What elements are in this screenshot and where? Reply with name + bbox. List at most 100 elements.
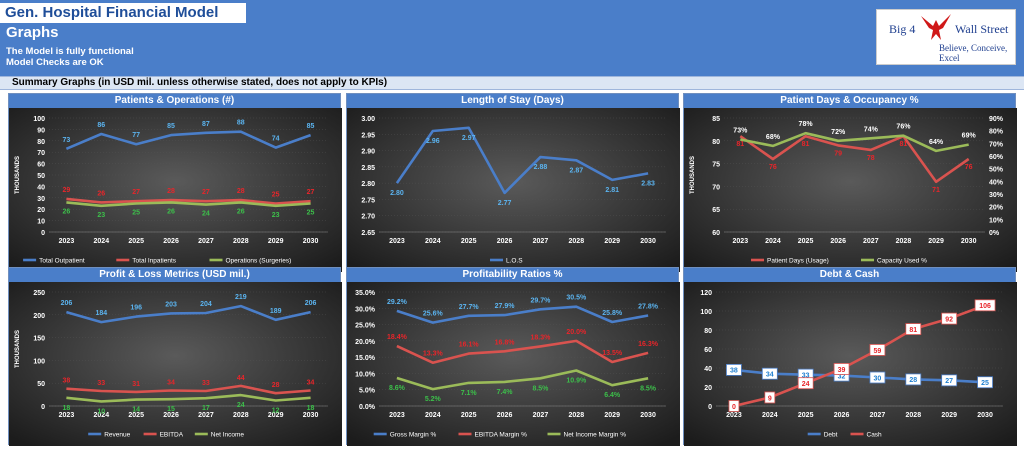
data-label: 5.2% [425, 396, 442, 403]
x-tick-label: 2025 [461, 238, 477, 245]
y-tick-label: 150 [33, 336, 45, 343]
legend-label: Patient Days (Usage) [767, 258, 829, 265]
data-label-box [761, 367, 778, 380]
data-label: 26 [97, 190, 105, 197]
data-label: 2.83 [641, 180, 655, 187]
data-label: 86 [97, 122, 105, 129]
chart-title: Profitability Ratios % [347, 268, 678, 282]
data-label: 18 [307, 405, 315, 412]
x-tick-label: 2025 [798, 412, 814, 419]
y2-tick-label: 20% [989, 205, 1004, 212]
y-tick-label: 60 [704, 347, 712, 354]
x-tick-label: 2024 [765, 238, 781, 245]
x-tick-label: 2026 [497, 412, 513, 419]
y-tick-label: 70 [712, 184, 720, 191]
data-label: 76 [769, 164, 777, 171]
x-tick-label: 2028 [569, 412, 585, 419]
data-label: 23 [272, 212, 280, 219]
legend-label: Net Income [211, 432, 245, 439]
data-label: 34 [766, 372, 774, 379]
y-tick-label: 3.00 [361, 116, 375, 123]
data-label: 27 [945, 378, 953, 385]
legend-label: Total Outpatient [39, 258, 85, 265]
legend-label: Net Income Margin % [564, 432, 627, 439]
logo-tagline: Believe, Conceive, Excel [939, 43, 1008, 63]
legend-label: Total Inpatients [132, 258, 176, 265]
y-axis-label: THOUSANDS [15, 156, 21, 194]
data-label: 85 [307, 123, 315, 130]
data-label: 184 [95, 310, 107, 317]
x-tick-label: 2028 [906, 412, 922, 419]
x-tick-label: 2023 [389, 412, 405, 419]
x-tick-label: 2024 [94, 412, 110, 419]
y2-tick-label: 0% [989, 230, 1000, 237]
data-label: 27 [202, 189, 210, 196]
chart-debt-cash: 0 20 40 60 80 100 120 2023 2024 2025 2026 2027 2028 2… [684, 282, 1017, 446]
logo-text-right: Wall Street [955, 22, 1009, 36]
data-label: 33 [202, 380, 210, 387]
data-label: 204 [200, 301, 212, 308]
legend-label: EBITDA [160, 432, 184, 439]
panel-profitability-ratios: Profitability Ratios % 0.0% 5.0% 10.0% 15.0… [346, 267, 680, 446]
x-tick-label: 2029 [268, 238, 284, 245]
data-label: 2.77 [498, 200, 512, 207]
data-label: 29.2% [387, 299, 408, 306]
data-label: 27 [307, 189, 315, 196]
x-tick-label: 2025 [461, 412, 477, 419]
x-tick-label: 2027 [198, 412, 214, 419]
plot-background [9, 282, 342, 446]
y2-tick-label: 10% [989, 217, 1004, 224]
data-label: 9 [768, 395, 772, 402]
data-label: 26 [167, 208, 175, 215]
y-tick-label: 20 [704, 385, 712, 392]
x-tick-label: 2023 [59, 238, 75, 245]
x-tick-label: 2026 [830, 238, 846, 245]
y-tick-label: 80 [712, 139, 720, 146]
data-label-box [764, 391, 776, 404]
data-label: 26 [237, 208, 245, 215]
data-label: 78% [799, 121, 814, 128]
logo-text-left: Big 4 [889, 22, 916, 36]
data-label: 92 [945, 316, 953, 323]
data-label: 44 [237, 375, 245, 382]
plot-background [9, 108, 342, 272]
y-tick-label: 2.95 [361, 132, 375, 139]
data-label: 206 [305, 300, 317, 307]
y2-tick-label: 30% [989, 192, 1004, 199]
y2-tick-label: 90% [989, 116, 1004, 123]
series-line-total-inpatients [66, 197, 311, 205]
y-tick-label: 80 [37, 139, 45, 146]
data-label: 106 [979, 303, 991, 310]
plot-background [347, 108, 680, 272]
x-tick-label: 2027 [533, 412, 549, 419]
y-tick-label: 200 [33, 313, 45, 320]
y-tick-label: 2.65 [361, 230, 375, 237]
y-tick-label: 60 [712, 230, 720, 237]
data-label: 69% [962, 133, 977, 140]
y-tick-label: 2.80 [361, 181, 375, 188]
chart-title: Profit & Loss Metrics (USD mil.) [9, 268, 340, 282]
data-label-box [797, 377, 814, 390]
y-tick-label: 0.0% [359, 404, 376, 411]
y-tick-label: 15.0% [355, 355, 376, 362]
y-tick-label: 60 [37, 162, 45, 169]
x-tick-label: 2028 [233, 412, 249, 419]
data-label: 20.0% [566, 329, 587, 336]
data-label: 81 [909, 327, 917, 334]
panel-patient-days-occupancy: Patient Days & Occupancy % 60 65 70 75 80 85 0… [683, 93, 1017, 272]
data-label: 32 [838, 373, 846, 380]
x-tick-label: 2025 [798, 238, 814, 245]
series-line-gross-margin- [396, 305, 649, 324]
data-label: 27.8% [638, 303, 659, 310]
data-label: 7.4% [497, 389, 514, 396]
y2-tick-label: 40% [989, 179, 1004, 186]
data-label-box [974, 299, 996, 312]
y-tick-label: 90 [37, 127, 45, 134]
data-label: 81 [736, 141, 744, 148]
x-tick-label: 2030 [977, 412, 993, 419]
x-tick-label: 2030 [640, 412, 656, 419]
x-tick-label: 2025 [128, 412, 144, 419]
data-label: 23 [97, 212, 105, 219]
model-checks-note: Model Checks are OK [6, 57, 104, 68]
data-label-box [833, 363, 850, 375]
